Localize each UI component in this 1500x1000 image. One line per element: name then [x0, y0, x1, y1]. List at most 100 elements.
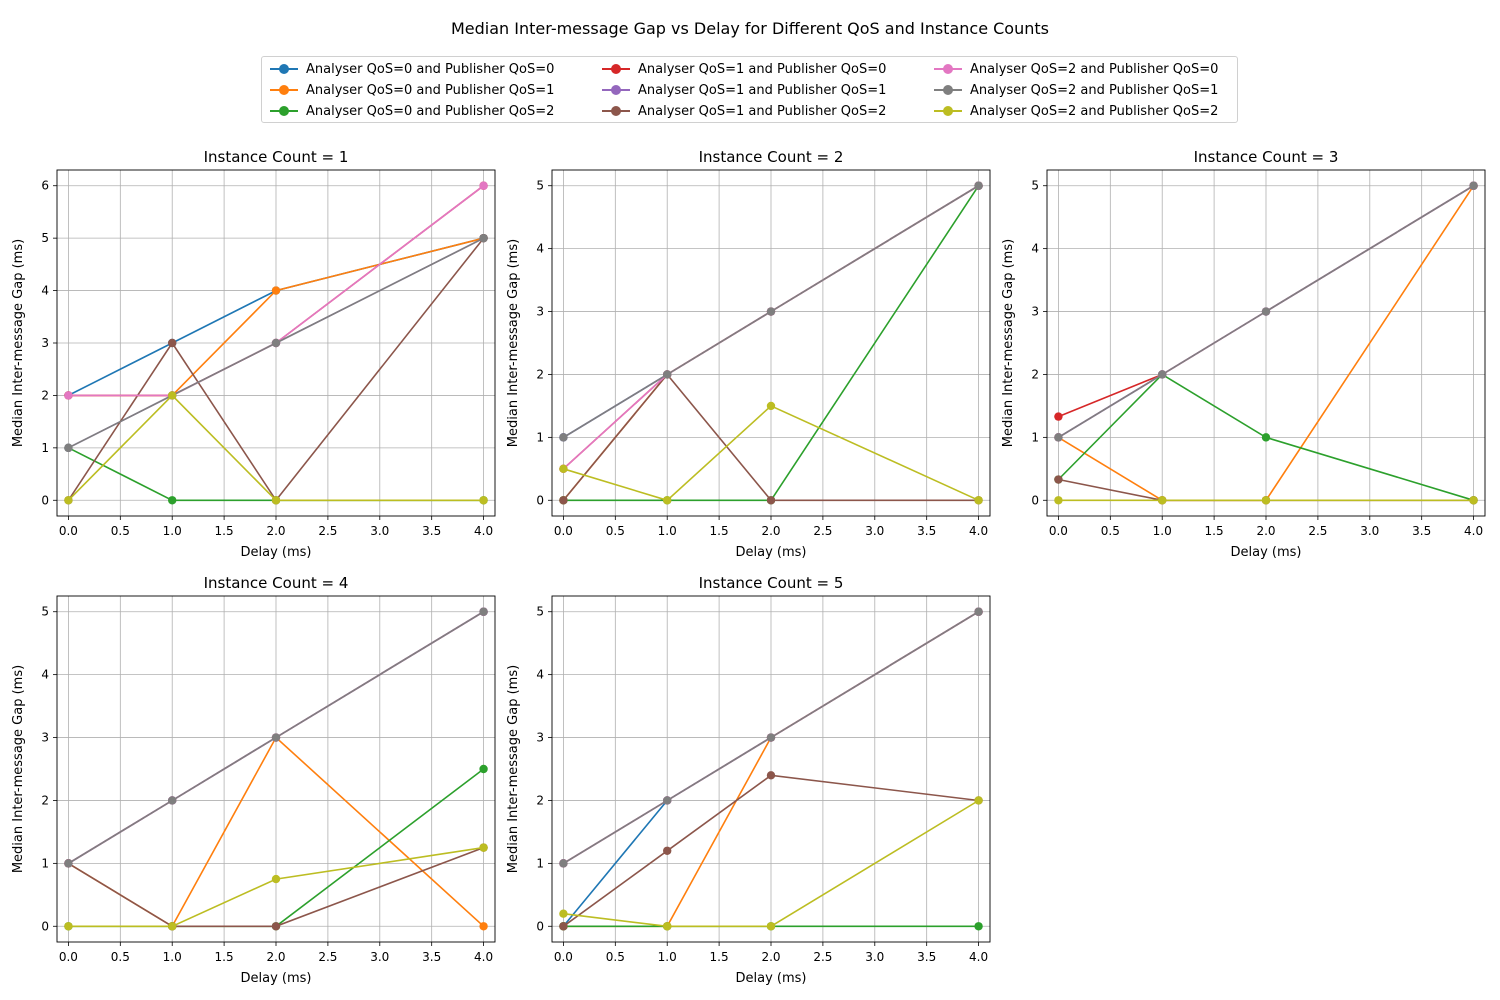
data-point: [766, 771, 776, 780]
y-tick-label: 1: [1031, 430, 1039, 444]
data-point: [1158, 370, 1167, 379]
x-tick-label: 0.5: [111, 524, 130, 538]
y-tick-label: 2: [536, 367, 544, 381]
y-tick-label: 1: [536, 856, 544, 870]
x-tick-label: 1.5: [710, 524, 729, 538]
x-tick-label: 1.0: [163, 950, 182, 964]
x-tick-label: 2.5: [1308, 524, 1327, 538]
x-tick-label: 3.5: [1412, 524, 1431, 538]
legend-label: Analyser QoS=2 and Publisher QoS=0: [970, 61, 1219, 77]
data-point: [64, 922, 73, 931]
x-tick-label: 3.5: [422, 524, 441, 538]
subplot: 0.0 0.5 1.0 1.5 2.0 2.5 3.0 3.5 4.0 0 1 2 3 4 5 Instanc…: [506, 148, 991, 560]
subplot: 0.0 0.5 1.0 1.5 2.0 2.5 3.0 3.5 4.0 0 1 2 3 4 5 Instanc…: [11, 574, 496, 986]
legend-swatch: [270, 102, 298, 120]
x-tick-label: 3.5: [422, 950, 441, 964]
data-point: [271, 286, 281, 295]
legend-swatch: [270, 81, 298, 99]
x-axis-label: Delay (ms): [241, 971, 312, 986]
x-tick-label: 1.0: [163, 524, 182, 538]
data-point: [766, 496, 776, 505]
x-tick-label: 2.0: [1256, 524, 1275, 538]
x-tick-label: 0.5: [1101, 524, 1120, 538]
series-line: [67, 611, 485, 865]
x-tick-label: 4.0: [969, 524, 988, 538]
y-axis-label: Median Inter-message Gap (ms): [11, 239, 26, 447]
x-tick-label: 3.5: [917, 524, 936, 538]
x-tick-label: 4.0: [1464, 524, 1483, 538]
y-tick-label: 4: [41, 668, 49, 682]
x-tick-label: 4.0: [474, 524, 493, 538]
x-tick-label: 1.5: [215, 950, 234, 964]
series-line: [68, 237, 484, 449]
y-tick-label: 4: [536, 242, 544, 256]
y-tick-label: 1: [536, 430, 544, 444]
data-point: [663, 846, 672, 855]
x-tick-label: 0.0: [554, 950, 573, 964]
y-tick-label: 0: [1031, 493, 1039, 507]
legend-label: Analyser QoS=2 and Publisher QoS=2: [970, 103, 1219, 119]
data-point: [1469, 496, 1478, 505]
data-point: [974, 607, 983, 616]
data-point: [559, 909, 568, 918]
x-tick-label: 2.0: [266, 950, 285, 964]
y-axis-label: Median Inter-message Gap (ms): [506, 239, 521, 447]
y-tick-label: 2: [1031, 367, 1039, 381]
data-point: [1054, 433, 1063, 442]
data-point: [64, 443, 73, 453]
y-tick-label: 0: [536, 919, 544, 933]
data-point: [663, 370, 672, 379]
series-line: [67, 394, 484, 502]
y-tick-label: 2: [536, 793, 544, 807]
subplot-title: Instance Count = 2: [699, 148, 844, 166]
legend-item: Analyser QoS=2 and Publisher QoS=2: [934, 102, 1218, 120]
x-tick-label: 3.0: [865, 950, 884, 964]
data-point: [479, 496, 488, 505]
data-point: [559, 496, 568, 505]
subplot: 0.0 0.5 1.0 1.5 2.0 2.5 3.0 3.5 4.0 0 1 2 3 4 5 Instanc…: [506, 574, 991, 986]
data-point: [168, 391, 177, 400]
legend-swatch: [602, 60, 630, 78]
y-axis-label: Median Inter-message Gap (ms): [1001, 239, 1016, 447]
series-line: [563, 185, 980, 502]
data-point: [766, 922, 776, 931]
subplot-title: Instance Count = 4: [204, 574, 349, 592]
y-tick-label: 1: [41, 441, 49, 455]
data-point: [271, 733, 281, 742]
series-line: [562, 774, 979, 927]
data-point: [1054, 496, 1063, 505]
y-tick-label: 5: [536, 605, 544, 619]
x-tick-label: 2.0: [266, 524, 285, 538]
x-tick-label: 2.0: [761, 524, 780, 538]
data-point: [479, 843, 488, 852]
legend-item: Analyser QoS=2 and Publisher QoS=1: [934, 81, 1218, 99]
legend-item: Analyser QoS=0 and Publisher QoS=2: [270, 102, 554, 120]
series-line: [562, 185, 980, 439]
y-tick-label: 3: [536, 305, 544, 319]
data-point: [559, 464, 568, 474]
data-point: [479, 607, 488, 616]
subplot-title: Instance Count = 3: [1194, 148, 1339, 166]
x-tick-label: 4.0: [969, 950, 988, 964]
legend-swatch: [934, 102, 962, 120]
data-point: [1261, 307, 1271, 316]
data-point: [479, 181, 488, 190]
x-tick-label: 1.5: [1205, 524, 1224, 538]
legend-label: Analyser QoS=1 and Publisher QoS=0: [638, 61, 887, 77]
y-axis-label: Median Inter-message Gap (ms): [11, 665, 26, 873]
y-tick-label: 0: [536, 493, 544, 507]
data-point: [974, 922, 983, 931]
x-tick-label: 1.5: [215, 524, 234, 538]
y-tick-label: 5: [41, 605, 49, 619]
y-tick-label: 4: [536, 668, 544, 682]
data-point: [1054, 475, 1063, 484]
x-tick-label: 0.5: [606, 524, 625, 538]
legend-label: Analyser QoS=0 and Publisher QoS=2: [306, 103, 555, 119]
data-point: [663, 796, 672, 805]
series-line: [563, 799, 980, 928]
legend-item: Analyser QoS=0 and Publisher QoS=0: [270, 60, 554, 78]
y-tick-label: 4: [1031, 242, 1039, 256]
data-point: [766, 733, 776, 742]
legend-swatch: [934, 60, 962, 78]
data-point: [1158, 496, 1167, 505]
